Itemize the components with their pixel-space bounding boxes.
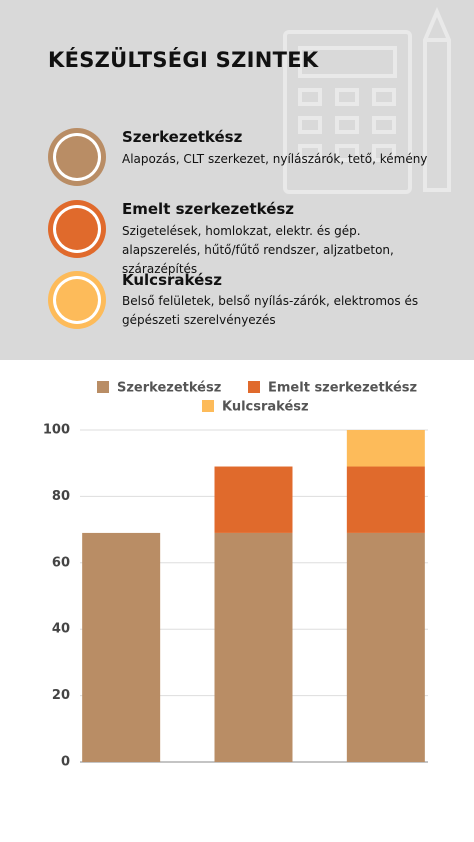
y-tick-label: 80: [52, 489, 70, 504]
legend-label: Emelt szerkezetkész: [268, 381, 417, 396]
item-description: Belső felületek, belső nyílás-zárók, ele…: [122, 294, 419, 327]
item-description: Szigetelések, homlokzat, elektr. és gép.…: [122, 224, 394, 276]
bar-segment: [214, 466, 293, 533]
bar-segment: [346, 466, 425, 533]
bar-segment: [346, 532, 425, 762]
item-name: Emelt szerkezetkész: [122, 200, 295, 218]
item-icon-core: [56, 279, 98, 321]
y-tick-label: 40: [52, 622, 70, 637]
bar-segment: [82, 532, 161, 762]
legend-swatch: [202, 400, 214, 412]
bar-segment: [214, 532, 293, 762]
item-icon-core: [56, 136, 98, 178]
title: KÉSZÜLTSÉGI SZINTEK: [48, 48, 319, 72]
item-name: Szerkezetkész: [122, 128, 243, 146]
legend-swatch: [248, 381, 260, 393]
bar-segment: [346, 430, 425, 467]
y-tick-label: 60: [52, 555, 70, 570]
y-tick-label: 100: [43, 423, 70, 438]
calculator-icon: [283, 6, 451, 194]
legend-label: Kulcsrakész: [222, 400, 309, 415]
legend-swatch: [97, 381, 109, 393]
item-name: Kulcsrakész: [122, 271, 222, 289]
item-icon-core: [56, 208, 98, 250]
item-description: Alapozás, CLT szerkezet, nyílászárók, te…: [122, 152, 428, 166]
y-tick-label: 0: [61, 755, 70, 770]
legend-label: Szerkezetkész: [117, 381, 221, 396]
y-tick-label: 20: [52, 688, 70, 703]
